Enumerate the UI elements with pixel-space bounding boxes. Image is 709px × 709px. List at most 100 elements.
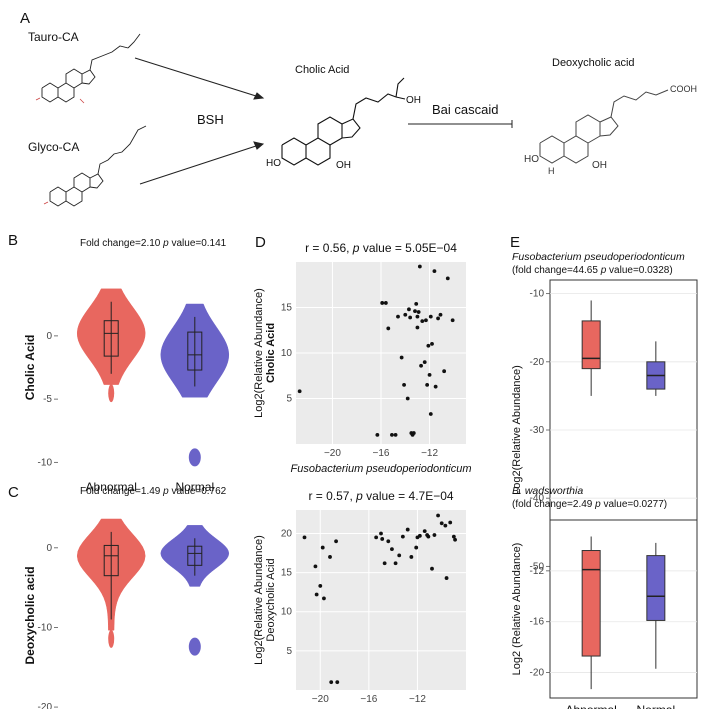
bai-cascade-label: Bai cascaid — [432, 102, 499, 117]
scatter-point — [445, 276, 450, 281]
y-tick-label: 0 — [46, 543, 52, 554]
scatter-point — [453, 537, 457, 542]
violin-box — [103, 320, 119, 357]
scatter-point — [432, 533, 437, 537]
deoxycholic-acid-structure — [539, 89, 669, 164]
y-tick-label: -10 — [530, 289, 545, 300]
bsh-arrows — [134, 57, 265, 185]
tauro-ca-label: Tauro-CA — [28, 30, 79, 44]
x-tick-label: −20 — [324, 448, 341, 459]
y-axis-label: Log2(Relative Abundance) — [511, 365, 523, 495]
chart-title-organism: B. wadsworthia — [512, 485, 583, 497]
scatter-point — [428, 412, 433, 416]
y-tick-label: -40 — [530, 493, 545, 504]
scatter-point — [426, 343, 431, 348]
scatter-point — [297, 389, 302, 394]
scatter-point — [428, 314, 433, 319]
scatter-point — [438, 312, 443, 317]
scatter-point — [422, 360, 427, 364]
y-tick-label: -20 — [530, 668, 545, 679]
box-body — [646, 555, 666, 621]
oh-text-cholic-7: OH — [336, 160, 351, 171]
scatter-point — [409, 555, 414, 559]
x-tick-label: −12 — [409, 694, 426, 705]
scatter-point — [405, 396, 410, 401]
scatter-point — [448, 520, 453, 525]
scatter-point — [386, 326, 391, 331]
scatter-point — [396, 314, 400, 319]
x-tick-label: −16 — [360, 694, 377, 705]
scatter-point — [393, 433, 398, 437]
ho-text-deoxy: HO — [524, 154, 539, 165]
scatter-point — [415, 535, 420, 540]
scatter-point — [413, 309, 417, 314]
violin-tail — [108, 384, 115, 403]
scatter-point — [320, 545, 325, 550]
scatter-point — [416, 310, 421, 314]
scatter-point — [302, 535, 307, 540]
chart-title-stats: (fold change=2.49 p value=0.0277) — [512, 499, 667, 510]
scatter-point — [399, 355, 404, 360]
scatter-point — [415, 325, 420, 330]
scatter-point — [436, 316, 440, 321]
scatter-point — [439, 521, 444, 526]
glyco-ca-structure — [49, 125, 147, 207]
y-axis-label-line2: Deoxycholic Acid — [265, 558, 277, 641]
scatter-point — [403, 312, 408, 317]
x-category-label: Normal — [637, 703, 676, 709]
scatter-point — [400, 534, 405, 539]
panel-letter-b: B — [8, 232, 19, 249]
x-axis-label: Fusobacterium pseudoperiodonticum — [291, 463, 472, 475]
scatter-point — [430, 566, 434, 571]
scatter-point — [432, 269, 437, 273]
scatter-point — [424, 318, 428, 323]
violin-box — [187, 545, 203, 566]
cooh-text-deoxy: COOH — [670, 84, 697, 94]
glyco-ca-label: Glyco-CA — [28, 140, 80, 154]
scatter-point — [375, 433, 380, 437]
y-tick-label: 10 — [281, 607, 293, 618]
y-tick-label: -12 — [530, 566, 545, 577]
y-axis-label: Deoxycholic acid — [23, 566, 37, 664]
y-axis-label: Log2 (Relative Abundance) — [511, 543, 523, 676]
scatter-point — [425, 533, 430, 537]
scatter-point — [411, 431, 416, 435]
y-tick-label: 15 — [281, 568, 293, 579]
scatter-point — [390, 547, 394, 552]
scatter-point — [334, 539, 338, 544]
violin-tail — [108, 629, 115, 648]
scatter-point — [442, 369, 447, 374]
scatter-point — [419, 363, 423, 368]
scatter-point — [390, 433, 394, 437]
scatter-point — [402, 382, 406, 387]
scatter-point — [383, 301, 388, 305]
cholic-acid-label: Cholic Acid — [295, 64, 350, 76]
y-tick-label: -50 — [530, 561, 545, 572]
scatter-point — [313, 564, 318, 569]
scatter-point — [314, 592, 319, 597]
x-tick-label: −20 — [312, 694, 329, 705]
scatter-point — [382, 561, 387, 566]
pathway-drawing: HO OH OH HO OH H COOH — [35, 33, 697, 207]
y-tick-label: 15 — [281, 303, 293, 314]
y-axis-label-line1: Log2(Relative Abundance) — [253, 535, 265, 665]
y-axis-label-line1: Log2(Relative Abundance) — [253, 288, 265, 418]
scatter-point — [414, 545, 419, 550]
y-tick-label: -30 — [530, 425, 545, 436]
panel-letter-c: C — [8, 484, 19, 501]
chart-title: Fold change=1.49 p value=0.762 — [80, 486, 227, 497]
violin-box — [103, 544, 119, 577]
tauro-ca-structure — [41, 33, 141, 103]
oh-text-deoxy: OH — [592, 160, 607, 171]
scatter-point — [415, 314, 420, 319]
y-tick-label: 5 — [286, 646, 292, 657]
scatter-point — [433, 384, 438, 389]
scatter-point — [436, 513, 440, 518]
h-text-deoxy: H — [548, 166, 555, 176]
bsh-label: BSH — [197, 112, 224, 127]
violin-tail — [188, 637, 201, 656]
y-tick-label: -20 — [38, 702, 53, 709]
